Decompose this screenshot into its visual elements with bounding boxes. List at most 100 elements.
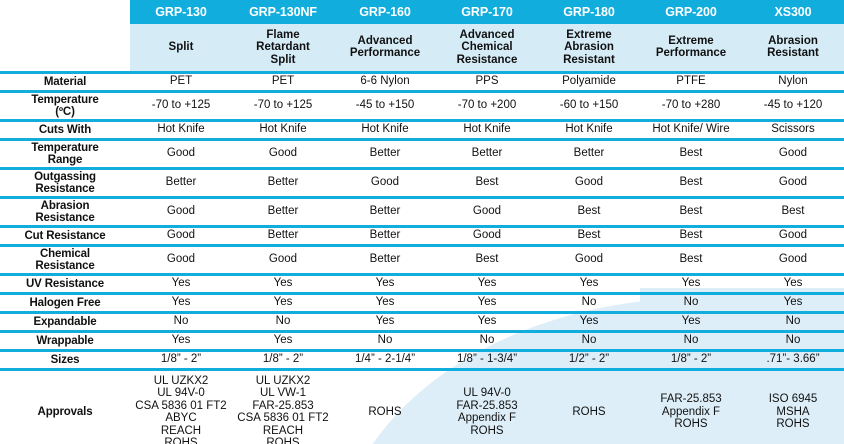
table-row: Wrappable Yes Yes No No No No No (0, 331, 844, 350)
cell-0: Better (165, 176, 197, 189)
cell-2: Better (369, 147, 401, 160)
cell-5: Best (679, 253, 703, 266)
cell-6: No (785, 334, 801, 347)
cell-4: -60 to +150 (559, 99, 619, 112)
header-code-grp-130: GRP-130 (130, 0, 232, 24)
row-label: Approvals (37, 405, 93, 418)
cell-4: 1/2” - 2” (568, 353, 610, 366)
cell-6: Yes (783, 296, 803, 309)
cell-3: Better (471, 147, 503, 160)
cell-4: Good (574, 253, 604, 266)
cell-0: Yes (171, 277, 191, 290)
cell-4: Yes (579, 315, 599, 328)
header-desc-xs300: Abrasion Resistant (742, 24, 844, 74)
cell-1: Yes (273, 334, 293, 347)
cell-0: Hot Knife (157, 123, 205, 136)
cell-4: No (581, 296, 597, 309)
cell-2: Yes (375, 296, 395, 309)
cell-0: Yes (171, 334, 191, 347)
header-code-xs300: XS300 (742, 0, 844, 24)
table-row: Halogen Free Yes Yes Yes Yes No No Yes (0, 293, 844, 312)
cell-0: Yes (171, 296, 191, 309)
header-desc-grp-170: Advanced Chemical Resistance (436, 24, 538, 74)
cell-6: Good (778, 147, 808, 160)
cell-0: Good (166, 205, 196, 218)
cell-6: .71”- 3.66” (766, 353, 820, 366)
cell-2: Better (369, 205, 401, 218)
header-code-grp-130nf: GRP-130NF (232, 0, 334, 24)
cell-2: Hot Knife (361, 123, 409, 136)
header-row-product-descriptions: Split Flame Retardant Split Advanced Per… (0, 24, 844, 74)
table-row: Material PET PET 6-6 Nylon PPS Polyamide PTFE N… (0, 72, 844, 91)
table-header: GRP-130 GRP-130NF GRP-160 GRP-170 GRP-18… (0, 0, 844, 74)
cell-3: PPS (475, 75, 499, 88)
row-label: Sizes (50, 353, 80, 366)
cell-4: Yes (579, 277, 599, 290)
cell-2: -45 to +150 (355, 99, 415, 112)
cell-0: Good (166, 147, 196, 160)
table-row: Sizes 1/8” - 2” 1/8” - 2” 1/4” - 2-1/4” 1/8”… (0, 350, 844, 369)
header-code-grp-200: GRP-200 (640, 0, 742, 24)
cell-2: Yes (375, 277, 395, 290)
table-row: Cut Resistance Good Better Better Good Best Be… (0, 226, 844, 245)
header-desc-grp-200: Extreme Performance (640, 24, 742, 74)
cell-6: Good (778, 176, 808, 189)
cell-6: Good (778, 229, 808, 242)
cell-5: Yes (681, 277, 701, 290)
table-body: Material PET PET 6-6 Nylon PPS Polyamide PTFE N… (0, 72, 844, 444)
table-row: Cuts With Hot Knife Hot Knife Hot Knife Hot … (0, 120, 844, 139)
row-label: Material (43, 75, 87, 88)
cell-0: Good (166, 229, 196, 242)
header-corner-cell-2 (0, 24, 130, 74)
row-label: Expandable (33, 315, 97, 328)
header-desc-grp-130: Split (130, 24, 232, 74)
cell-4: Better (573, 147, 605, 160)
cell-2: ROHS (368, 405, 402, 418)
row-label: Halogen Free (29, 296, 101, 309)
header-desc-grp-160: Advanced Performance (334, 24, 436, 74)
cell-0: No (173, 315, 189, 328)
cell-5: Best (679, 176, 703, 189)
table-row: Abrasion Resistance Good Better Better Good B… (0, 197, 844, 226)
cell-4: Best (577, 205, 601, 218)
cell-0: 1/8” - 2” (160, 353, 202, 366)
cell-0: UL UZKX2 UL 94V-0 CSA 5836 01 FT2 ABYC R… (135, 374, 227, 444)
cell-6: Yes (783, 277, 803, 290)
cell-5: -70 to +280 (661, 99, 721, 112)
header-code-grp-180: GRP-180 (538, 0, 640, 24)
row-label: Cut Resistance (24, 229, 106, 242)
row-label: Abrasion Resistance (35, 199, 95, 224)
cell-6: Scissors (771, 123, 815, 136)
header-code-grp-160: GRP-160 (334, 0, 436, 24)
cell-4: Best (577, 229, 601, 242)
cell-6: Good (778, 253, 808, 266)
cell-2: Good (370, 176, 400, 189)
cell-4: ROHS (572, 405, 606, 418)
cell-4: No (581, 334, 597, 347)
cell-3: Good (472, 229, 502, 242)
cell-2: 6-6 Nylon (360, 75, 410, 88)
cell-1: Yes (273, 277, 293, 290)
cell-5: Best (679, 147, 703, 160)
cell-1: No (275, 315, 291, 328)
cell-1: -70 to +125 (253, 99, 313, 112)
cell-3: Good (472, 205, 502, 218)
cell-5: Best (679, 205, 703, 218)
cell-2: No (377, 334, 393, 347)
cell-3: Best (475, 176, 499, 189)
cell-1: Better (267, 229, 299, 242)
cell-3: -70 to +200 (457, 99, 517, 112)
cell-6: Nylon (778, 75, 808, 88)
row-label: UV Resistance (26, 277, 104, 290)
cell-1: PET (271, 75, 295, 88)
header-code-grp-170: GRP-170 (436, 0, 538, 24)
cell-5: PTFE (676, 75, 706, 88)
cell-5: No (683, 296, 699, 309)
row-label: Temperature (ºC) (31, 93, 99, 118)
cell-5: 1/8” - 2” (670, 353, 712, 366)
row-label: Chemical Resistance (35, 247, 95, 272)
cell-3: Yes (477, 315, 497, 328)
row-label: Wrappable (36, 334, 94, 347)
